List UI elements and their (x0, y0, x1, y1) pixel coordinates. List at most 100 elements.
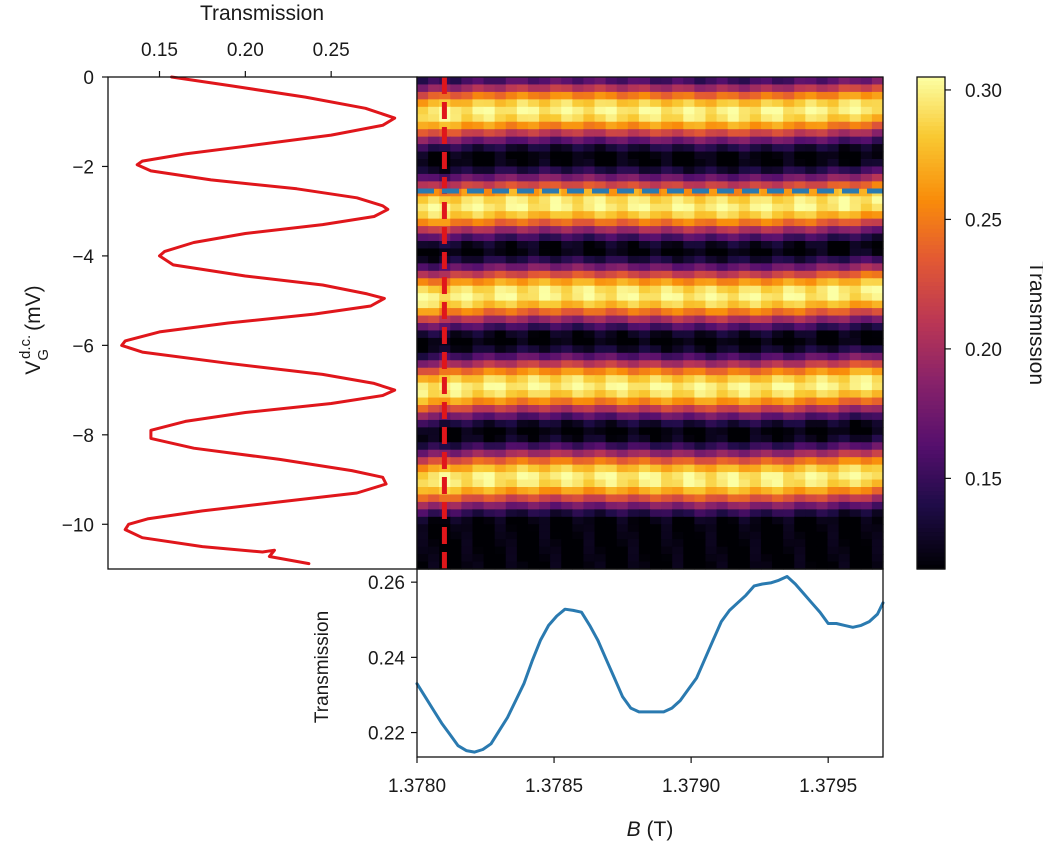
heatmap-cell (783, 449, 795, 458)
heatmap-cell (871, 382, 884, 391)
heatmap-cell (772, 375, 784, 384)
heatmap-cell (605, 412, 618, 421)
heatmap-cell (472, 367, 485, 376)
heatmap-cell (616, 561, 629, 570)
heatmap-cell (783, 248, 795, 257)
bottom-transmission-line (415, 575, 885, 754)
heatmap-cell (627, 382, 640, 391)
heatmap-cell (871, 360, 884, 369)
heatmap-cell (661, 188, 673, 197)
heatmap-cell (539, 367, 551, 376)
heatmap-cell (550, 308, 562, 317)
heatmap-cell (472, 99, 485, 108)
heatmap-cell (505, 106, 518, 115)
heatmap-cell (450, 91, 462, 100)
heatmap-cell (428, 151, 440, 160)
heatmap-cell (539, 330, 551, 339)
colorbar-tick-label: 0.15 (965, 469, 1002, 490)
heatmap-cell (472, 352, 485, 361)
heatmap-cell (594, 226, 607, 235)
heatmap-cell (516, 323, 529, 332)
heatmap-cell (772, 330, 784, 339)
heatmap-cell (483, 233, 496, 242)
heatmap-cell (527, 308, 540, 317)
bottom-panel-ylabel: Transmission (312, 611, 333, 723)
heatmap-cell (716, 218, 729, 227)
heatmap-cell (472, 472, 485, 481)
heatmap-cell (472, 449, 485, 458)
heatmap-cell (494, 315, 507, 324)
heatmap-cell (583, 501, 596, 510)
heatmap-cell (605, 285, 618, 294)
heatmap-cell (650, 501, 662, 510)
heatmap-cell (749, 367, 762, 376)
heatmap-cell (472, 323, 485, 332)
heatmap-cell (672, 241, 684, 250)
heatmap-cell (838, 524, 851, 533)
heatmap-cell (494, 546, 507, 555)
heatmap-cell (594, 77, 607, 86)
heatmap-cell (772, 539, 784, 548)
heatmap-cell (494, 360, 507, 369)
heatmap-cell (805, 449, 818, 458)
colorbar-step (917, 97, 945, 103)
heatmap-cell (738, 114, 751, 123)
heatmap-cell (616, 531, 629, 540)
heatmap-cell (539, 211, 551, 220)
heatmap-cell (461, 539, 474, 548)
heatmap-cell (838, 382, 851, 391)
heatmap-cell (860, 330, 873, 339)
heatmap-cell (627, 136, 640, 145)
heatmap-cell (583, 218, 596, 227)
heatmap-cell (661, 531, 673, 540)
heatmap-cell (672, 151, 684, 160)
heatmap-cell (760, 114, 773, 123)
heatmap-cell (472, 479, 485, 488)
colorbar-step (917, 249, 945, 254)
heatmap-cell (672, 211, 684, 220)
heatmap-cell (816, 84, 829, 93)
heatmap-cell (561, 203, 573, 212)
heatmap-cell (871, 255, 884, 264)
heatmap-cell (794, 367, 806, 376)
heatmap-cell (450, 546, 462, 555)
heatmap-cell (638, 99, 651, 108)
heatmap-cell (450, 337, 462, 346)
heatmap-cell (494, 263, 507, 272)
heatmap-cell (638, 293, 651, 302)
heatmap-cell (749, 524, 762, 533)
colorbar-step (917, 454, 945, 459)
heatmap-cell (605, 390, 618, 399)
heatmap-cell (805, 151, 818, 160)
heatmap-cell (550, 203, 562, 212)
heatmap-cell (594, 412, 607, 421)
heatmap-cell (672, 487, 684, 496)
heatmap-cell (871, 241, 884, 250)
heatmap-cell (816, 405, 829, 414)
heatmap-cell (428, 293, 440, 302)
colorbar-step (917, 351, 945, 357)
heatmap-cell (672, 173, 684, 182)
heatmap-cell (605, 166, 618, 175)
heatmap-cell (483, 188, 496, 197)
heatmap-cell (605, 524, 618, 533)
heatmap-cell (783, 203, 795, 212)
heatmap-cell (838, 241, 851, 250)
heatmap-cell (672, 136, 684, 145)
heatmap-cell (760, 419, 773, 428)
heatmap-cell (816, 255, 829, 264)
colorbar-step (917, 208, 945, 213)
heatmap-cell (794, 487, 806, 496)
heatmap-cell (539, 241, 551, 250)
heatmap-cell (716, 539, 729, 548)
heatmap-cell (483, 218, 496, 227)
heatmap-cell (661, 434, 673, 443)
colorbar-step (917, 179, 945, 185)
heatmap-cell (794, 99, 806, 108)
heatmap-cell (816, 345, 829, 354)
colorbar-step (917, 241, 945, 246)
heatmap-cell (749, 114, 762, 123)
heatmap-cell (572, 129, 585, 138)
heatmap-cell (860, 285, 873, 294)
heatmap-cell (783, 516, 795, 525)
